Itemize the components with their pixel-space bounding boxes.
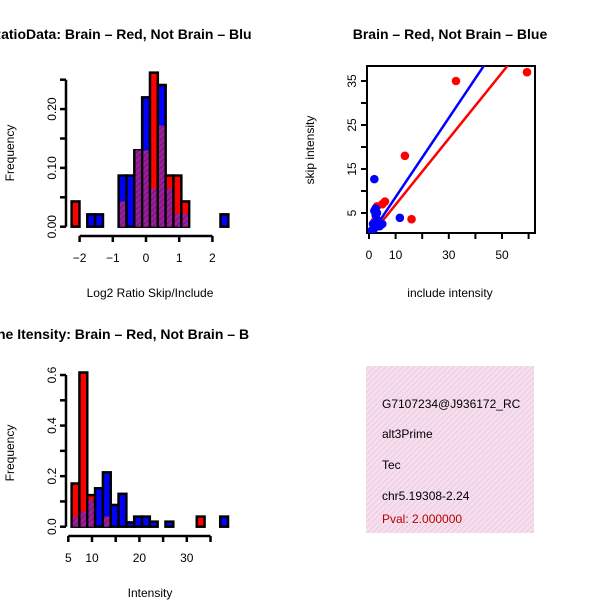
x-tick-label: 0 <box>143 251 150 265</box>
intensity-histogram-panel: ne Itensity: Brain – Red, Not Brain – B … <box>0 326 249 600</box>
brain-point <box>451 76 461 86</box>
brain-point <box>380 197 390 206</box>
x-tick-label: 0 <box>366 248 373 262</box>
y-tick-label: 25 <box>345 118 359 132</box>
intensity-histogram-xlabel: Intensity <box>128 586 173 600</box>
info-panel-background <box>366 366 534 533</box>
overlap-bar <box>72 516 79 527</box>
not-brain-bar <box>219 213 230 228</box>
ratio-histogram-xlabel: Log2 Ratio Skip/Include <box>87 286 214 300</box>
y-tick-label: 5 <box>345 209 359 216</box>
info-pval: Pval: 2.000000 <box>382 512 462 526</box>
y-tick-label: 0.20 <box>45 97 59 121</box>
x-tick-label: 50 <box>495 248 509 262</box>
brain-bar <box>70 200 81 228</box>
intensity-histogram-ylabel: Frequency <box>3 425 17 482</box>
scatter-title: Brain – Red, Not Brain – Blue <box>353 26 548 42</box>
ratio-histogram-ylabel: Frequency <box>3 125 17 182</box>
overlap-bar <box>166 188 173 227</box>
not-brain-bar <box>218 515 230 528</box>
brain-point <box>522 67 532 77</box>
not-brain-bar <box>117 492 128 528</box>
ratio-histogram-panel: RatioData: Brain – Red, Not Brain – Blu … <box>0 26 252 300</box>
x-tick-label: 2 <box>209 251 216 265</box>
x-tick-label: −1 <box>106 251 120 265</box>
not-brain-bar <box>148 520 159 528</box>
not-brain-point <box>395 213 405 223</box>
x-tick-label: 5 <box>65 551 72 565</box>
y-tick-label: 0.6 <box>45 366 59 383</box>
x-tick-label: 20 <box>133 551 147 565</box>
y-tick-label: 35 <box>345 74 359 88</box>
x-tick-label: 30 <box>180 551 194 565</box>
overlap-bar <box>80 511 87 527</box>
overlap-bar <box>159 125 165 227</box>
x-tick-label: 30 <box>442 248 456 262</box>
not-brain-point <box>370 174 379 184</box>
overlap-bar <box>119 201 126 227</box>
y-tick-label: 0.00 <box>45 215 59 239</box>
y-tick-label: 0.0 <box>45 518 59 535</box>
overlap-bar <box>104 516 110 527</box>
info-event-type: alt3Prime <box>382 427 433 441</box>
info-event-id: G7107234@J936172_RC <box>382 397 521 411</box>
x-tick-label: −2 <box>73 251 87 265</box>
overlap-bar <box>182 213 188 227</box>
overlap-bar <box>151 188 157 227</box>
info-location: chr5.19308-2.24 <box>382 489 470 503</box>
not-brain-point <box>371 204 380 213</box>
y-tick-label: 0.4 <box>45 417 59 434</box>
overlap-bar <box>174 213 181 227</box>
y-tick-label: 0.10 <box>45 156 59 180</box>
scatter-ylabel: skip intensity <box>303 116 317 185</box>
info-panel: G7107234@J936172_RC alt3Prime Tec chr5.1… <box>366 366 534 533</box>
intensity-scatter-panel: Brain – Red, Not Brain – Blue 0 10 30 50 5 15… <box>303 26 548 300</box>
brain-point <box>400 151 410 161</box>
x-tick-label: 10 <box>85 551 99 565</box>
brain-bar <box>195 515 206 528</box>
not-brain-bar <box>164 520 175 528</box>
ratio-histogram-title: RatioData: Brain – Red, Not Brain – Blu <box>0 26 252 42</box>
x-tick-label: 1 <box>176 251 183 265</box>
overlap-bar <box>135 150 141 227</box>
not-brain-fit-line <box>370 66 486 233</box>
not-brain-bar <box>93 213 105 228</box>
scatter-xlabel: include intensity <box>407 286 492 300</box>
y-tick-label: 15 <box>345 162 359 176</box>
brain-fit-line <box>371 66 509 233</box>
x-tick-label: 10 <box>389 248 403 262</box>
not-brain-point <box>367 226 376 233</box>
not-brain-point <box>378 219 387 229</box>
y-tick-label: 0.2 <box>45 467 59 484</box>
overlap-bar <box>88 500 94 527</box>
overlap-bar <box>143 150 149 227</box>
scatter-plot-box <box>366 65 536 234</box>
brain-point <box>407 214 416 224</box>
info-gene: Tec <box>382 458 401 472</box>
intensity-histogram-title: ne Itensity: Brain – Red, Not Brain – B <box>0 326 249 342</box>
